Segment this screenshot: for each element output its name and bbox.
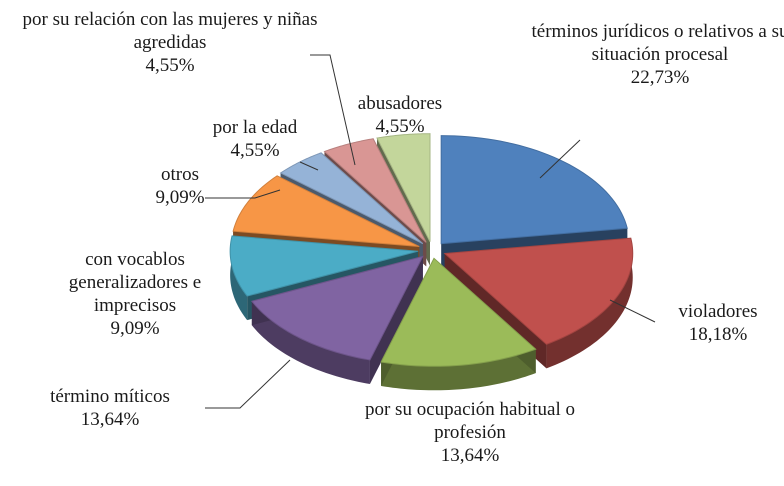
slice-side [381, 349, 536, 391]
slice-cut [369, 256, 423, 384]
slice [232, 175, 420, 248]
data-label: término míticos 13,64% [10, 385, 210, 431]
slice [229, 235, 419, 297]
label-value: 4,55% [145, 55, 195, 76]
label-name: con vocablos generalizadores e impreciso… [68, 249, 202, 316]
label-value: 13,64% [440, 445, 500, 466]
label-value: 9,09% [155, 187, 205, 208]
data-label: otros 9,09% [120, 163, 240, 209]
slice-side [251, 301, 370, 384]
leader-line [539, 139, 581, 179]
leader-line [609, 299, 656, 323]
label-name: por la edad [212, 117, 298, 138]
data-label: por su ocupación habitual o profesión 13,… [350, 398, 590, 467]
label-name: violadores [678, 301, 758, 322]
label-name: otros [161, 164, 199, 185]
label-value: 22,73% [630, 67, 690, 88]
label-value: 18,18% [688, 324, 748, 345]
leader-line [299, 161, 319, 171]
label-name: términos jurídicos o relativos a su situ… [531, 21, 784, 65]
label-name: por su relación con las mujeres y niñas … [22, 9, 318, 53]
slice-side [230, 235, 248, 321]
slice [279, 152, 424, 245]
label-name: término míticos [50, 386, 170, 407]
label-name: abusadores [357, 93, 443, 114]
slice [376, 133, 431, 242]
leader-line [205, 359, 291, 409]
leader-line [205, 189, 281, 199]
data-label: por la edad 4,55% [180, 116, 330, 162]
slice [250, 255, 424, 361]
label-value: 4,55% [375, 116, 425, 137]
data-label: por su relación con las mujeres y niñas … [20, 8, 320, 77]
slice-side [546, 238, 633, 369]
data-label: abusadores 4,55% [330, 92, 470, 138]
slice [440, 135, 628, 245]
leader-line [310, 54, 356, 166]
label-value: 13,64% [80, 409, 140, 430]
slice [323, 138, 427, 243]
label-name: por su ocupación habitual o profesión [364, 399, 575, 443]
data-label: términos jurídicos o relativos a su situ… [530, 20, 784, 89]
data-label: con vocablos generalizadores e impreciso… [35, 248, 235, 340]
slice [443, 237, 634, 345]
data-label: violadores 18,18% [648, 300, 784, 346]
label-value: 4,55% [230, 140, 280, 161]
label-value: 9,09% [110, 318, 160, 339]
slice [380, 257, 537, 367]
